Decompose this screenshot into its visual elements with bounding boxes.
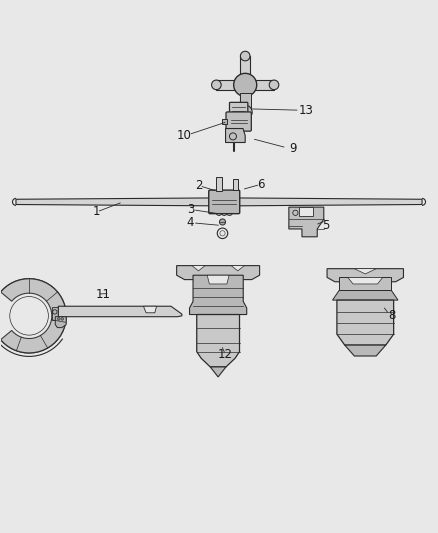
Polygon shape [289,207,324,237]
Polygon shape [222,119,227,124]
FancyBboxPatch shape [226,112,251,131]
Text: 8: 8 [388,309,395,322]
Polygon shape [348,277,383,284]
Polygon shape [332,290,398,300]
Polygon shape [216,177,222,191]
Polygon shape [327,269,403,282]
Polygon shape [0,279,66,353]
Circle shape [240,51,250,61]
Polygon shape [192,265,205,271]
Circle shape [269,80,279,90]
Polygon shape [337,300,394,345]
Text: 12: 12 [218,348,233,361]
Text: 5: 5 [322,220,330,232]
Circle shape [238,105,252,119]
Polygon shape [210,367,226,377]
Polygon shape [233,179,237,190]
Polygon shape [190,275,247,314]
Polygon shape [52,307,58,320]
Circle shape [233,74,257,96]
Polygon shape [231,265,244,271]
FancyBboxPatch shape [230,102,248,116]
Polygon shape [240,56,250,80]
Polygon shape [58,306,182,317]
Polygon shape [16,198,210,206]
FancyBboxPatch shape [209,190,240,214]
Circle shape [57,318,60,320]
Polygon shape [240,90,250,114]
Polygon shape [207,275,229,284]
Polygon shape [339,277,392,290]
Polygon shape [226,128,245,142]
Text: 9: 9 [290,142,297,155]
Polygon shape [240,93,251,112]
Polygon shape [250,80,274,90]
Polygon shape [354,269,376,274]
Circle shape [240,109,250,118]
Polygon shape [55,317,66,328]
Circle shape [212,80,221,90]
Text: 11: 11 [96,287,111,301]
Text: 2: 2 [196,179,203,192]
Polygon shape [299,207,313,216]
Polygon shape [177,265,260,280]
Polygon shape [216,80,240,90]
Polygon shape [197,314,240,367]
Text: 3: 3 [187,203,194,216]
Polygon shape [345,345,386,356]
Text: 6: 6 [257,178,264,191]
Text: 13: 13 [299,104,314,117]
Polygon shape [144,306,156,313]
Text: 1: 1 [93,205,100,219]
Text: 4: 4 [187,216,194,229]
Circle shape [219,219,226,225]
Circle shape [61,318,64,320]
Text: 10: 10 [177,129,191,142]
Polygon shape [239,198,422,206]
